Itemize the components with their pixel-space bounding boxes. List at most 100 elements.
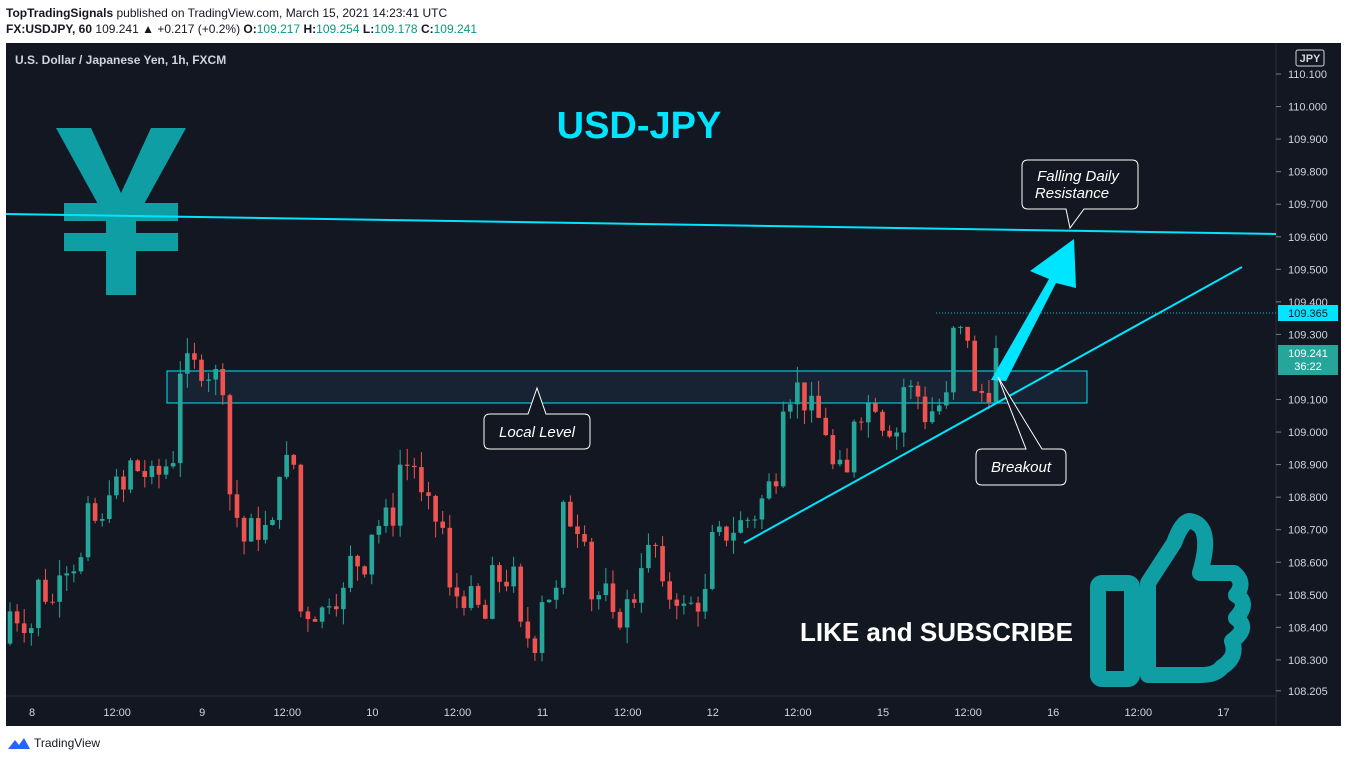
candle-body[interactable]	[376, 525, 382, 535]
candle-body[interactable]	[220, 369, 226, 396]
breakout-arrow[interactable]	[991, 239, 1076, 381]
candle-body[interactable]	[107, 495, 112, 520]
candle-body[interactable]	[270, 520, 275, 526]
candle-body[interactable]	[248, 518, 254, 542]
candle-body[interactable]	[14, 611, 20, 624]
candle-body[interactable]	[979, 391, 985, 393]
candle-body[interactable]	[7, 611, 13, 644]
candle-body[interactable]	[688, 602, 694, 604]
candle-body[interactable]	[128, 460, 133, 490]
candle-body[interactable]	[206, 379, 211, 381]
price-axis[interactable]: 110.100 110.000 109.900 109.800 109.700 109.6…	[1276, 69, 1328, 698]
candle-body[interactable]	[816, 395, 821, 418]
candle-body[interactable]	[553, 587, 559, 600]
candle-body[interactable]	[958, 326, 963, 328]
candle-body[interactable]	[263, 525, 268, 540]
currency-badge[interactable]	[1295, 49, 1325, 67]
candle-body[interactable]	[674, 599, 680, 606]
candle-body[interactable]	[830, 435, 836, 465]
candle-body[interactable]	[603, 583, 609, 596]
candle-body[interactable]	[50, 601, 55, 603]
candle-body[interactable]	[341, 587, 346, 610]
candle-body[interactable]	[177, 373, 183, 464]
candle-body[interactable]	[284, 454, 289, 477]
candle-body[interactable]	[795, 382, 800, 405]
candle-body[interactable]	[702, 588, 708, 612]
candle-body[interactable]	[582, 534, 587, 542]
candle-body[interactable]	[28, 628, 34, 634]
candle-body[interactable]	[497, 565, 502, 582]
candle-body[interactable]	[936, 405, 942, 412]
candle-body[interactable]	[447, 527, 453, 588]
candle-body[interactable]	[724, 526, 729, 541]
candle-body[interactable]	[64, 573, 70, 576]
candle-body[interactable]	[908, 385, 914, 388]
candle-body[interactable]	[667, 581, 672, 600]
candle-body[interactable]	[433, 495, 438, 522]
candle-body[interactable]	[731, 532, 736, 541]
time-axis[interactable]: 8 12:00 9 12:00 10 12:00 11 12:00 12 12:00 15 12:00…	[29, 707, 1230, 719]
candle-body[interactable]	[539, 602, 545, 653]
candle-body[interactable]	[227, 395, 233, 495]
candle-body[interactable]	[915, 385, 921, 397]
candle-body[interactable]	[709, 532, 715, 589]
candle-body[interactable]	[575, 526, 580, 535]
tradingview-logo-icon[interactable]	[8, 736, 30, 750]
candle-body[interactable]	[383, 507, 389, 526]
candle-body[interactable]	[355, 555, 360, 567]
candle-body[interactable]	[121, 476, 126, 490]
candle-body[interactable]	[858, 421, 864, 423]
candle-body[interactable]	[419, 467, 424, 493]
candle-body[interactable]	[490, 565, 495, 619]
candle-body[interactable]	[951, 327, 956, 393]
candle-body[interactable]	[887, 430, 892, 437]
candle-body[interactable]	[114, 476, 119, 496]
candle-body[interactable]	[894, 432, 899, 437]
thumbs-up-icon[interactable]	[1090, 513, 1251, 687]
candle-body[interactable]	[646, 544, 651, 569]
candle-body[interactable]	[610, 583, 616, 612]
candle-body[interactable]	[404, 464, 410, 466]
candle-body[interactable]	[532, 638, 538, 653]
candle-body[interactable]	[972, 340, 978, 392]
candle-body[interactable]	[149, 465, 155, 478]
candle-body[interactable]	[624, 599, 630, 628]
candle-body[interactable]	[362, 566, 367, 575]
candle-body[interactable]	[348, 555, 353, 588]
candle-body[interactable]	[823, 417, 829, 436]
candle-body[interactable]	[390, 507, 396, 526]
candle-body[interactable]	[135, 460, 140, 472]
candle-body[interactable]	[305, 611, 311, 619]
candle-body[interactable]	[397, 464, 403, 526]
candle-body[interactable]	[837, 459, 843, 465]
candle-body[interactable]	[57, 575, 62, 602]
candle-body[interactable]	[717, 526, 722, 533]
candle-body[interactable]	[199, 359, 204, 381]
candle-body[interactable]	[525, 621, 531, 639]
candle-body[interactable]	[809, 395, 814, 411]
candle-body[interactable]	[185, 353, 190, 374]
candle-body[interactable]	[695, 602, 701, 612]
candle-body[interactable]	[170, 463, 176, 467]
candle-body[interactable]	[568, 501, 573, 527]
candle-body[interactable]	[518, 566, 524, 622]
candle-body[interactable]	[880, 411, 885, 431]
recent-high-tag[interactable]: 109.365	[1278, 305, 1338, 321]
candle-body[interactable]	[787, 404, 793, 412]
local-level-zone[interactable]	[166, 370, 1088, 404]
candle-body[interactable]	[851, 421, 857, 473]
candles[interactable]	[7, 325, 999, 662]
candle-body[interactable]	[986, 392, 992, 403]
candle-body[interactable]	[752, 519, 758, 521]
candle-body[interactable]	[213, 369, 219, 380]
chart-panel[interactable]: 110.100 110.000 109.900 109.800 109.700 109.6…	[5, 43, 1341, 726]
candle-body[interactable]	[504, 581, 509, 587]
candle-body[interactable]	[440, 521, 446, 528]
candle-body[interactable]	[944, 392, 949, 406]
candle-body[interactable]	[142, 471, 148, 478]
tradingview-brand[interactable]: TradingView	[34, 736, 101, 750]
candle-body[interactable]	[426, 492, 431, 496]
candle-body[interactable]	[922, 396, 928, 423]
candle-body[interactable]	[43, 579, 48, 602]
candle-body[interactable]	[319, 607, 325, 622]
